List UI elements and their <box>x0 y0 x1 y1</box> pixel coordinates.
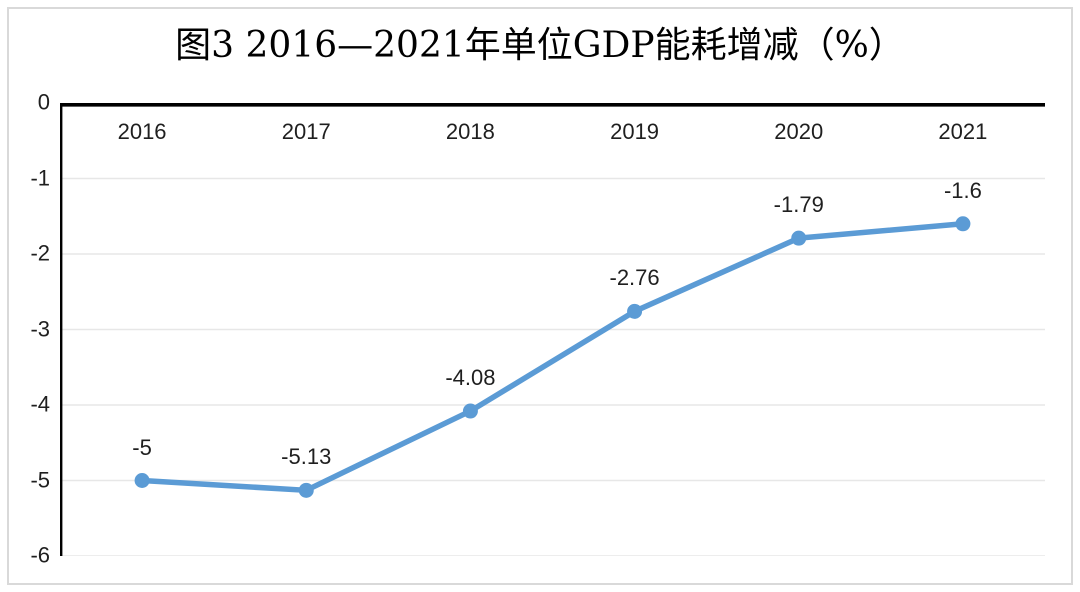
y-axis-tick-label: -2 <box>30 240 50 266</box>
data-point-label: -4.08 <box>445 365 496 391</box>
line-chart-svg <box>60 102 1045 557</box>
data-point-marker <box>627 303 643 319</box>
y-axis-tick-label: -1 <box>30 165 50 191</box>
x-axis-category-label: 2020 <box>774 119 824 144</box>
data-point-marker <box>955 216 971 232</box>
data-series-line <box>139 221 966 494</box>
x-axis-category-label: 2018 <box>445 119 495 144</box>
data-point-marker <box>298 482 314 498</box>
x-axis-category-label: 2019 <box>610 119 660 144</box>
chart-title: 图3 2016—2021年单位GDP能耗增减（%） <box>175 25 905 66</box>
x-axis-category-label: 2016 <box>117 119 167 144</box>
data-point-label: -1.79 <box>773 192 824 218</box>
y-axis-tick-label: 0 <box>37 89 50 115</box>
y-axis-tick-label: -3 <box>30 316 50 342</box>
data-point-marker <box>134 473 150 488</box>
y-axis-tick-label: -4 <box>30 391 50 417</box>
data-point-marker <box>791 230 807 246</box>
data-point-label: -5.13 <box>281 444 332 470</box>
data-point-marker <box>462 403 478 419</box>
x-axis-category-label: 2017 <box>281 119 331 144</box>
plot-area <box>60 102 1045 557</box>
data-point-label: -5 <box>132 434 152 460</box>
data-point-label: -2.76 <box>609 265 660 291</box>
y-axis-tick-label: -6 <box>30 542 50 568</box>
y-axis-tick-label: -5 <box>30 467 50 493</box>
x-axis-category-label: 2021 <box>938 119 988 144</box>
data-point-label: -1.6 <box>943 177 982 203</box>
